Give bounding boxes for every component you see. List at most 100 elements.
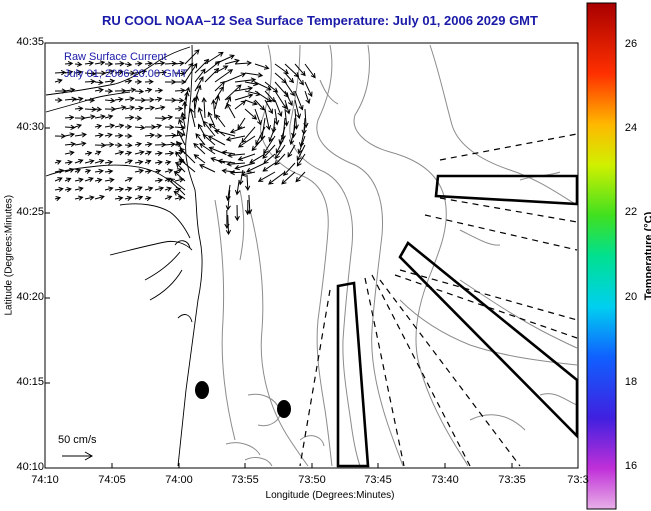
current-vector (229, 126, 246, 134)
current-vector (74, 177, 84, 183)
current-vector (134, 150, 145, 156)
current-vector (134, 141, 143, 148)
overlay-time: July 01, 2006 20:00 GMT (64, 68, 188, 80)
current-vector (64, 150, 75, 156)
current-vector (251, 135, 266, 152)
colorbar-tick-label: 26 (624, 38, 638, 50)
current-vector (114, 195, 124, 201)
current-vector (124, 96, 135, 102)
current-vector (74, 123, 83, 129)
current-vector (144, 61, 153, 67)
current-vector (144, 168, 153, 175)
figure-title: RU COOL NOAA–12 Sea Surface Temperature:… (102, 13, 538, 28)
current-vector (64, 69, 74, 75)
current-vector (124, 87, 137, 93)
current-vector (254, 81, 272, 91)
current-vector (295, 171, 306, 183)
current-vector (215, 114, 226, 128)
current-vector (124, 124, 133, 130)
current-vector (154, 186, 165, 192)
current-vector (284, 99, 291, 115)
current-vector (84, 106, 97, 113)
current-vector (94, 177, 103, 183)
current-vector (154, 133, 163, 139)
current-vector (154, 87, 164, 94)
current-vector (284, 72, 295, 84)
current-vector (84, 60, 95, 66)
current-vector (202, 120, 216, 137)
current-vector (287, 144, 296, 158)
current-vector (262, 162, 276, 172)
current-vector (164, 114, 174, 121)
current-vector (199, 143, 216, 155)
current-vector (234, 93, 254, 101)
current-vector (264, 108, 272, 131)
current-vector (296, 153, 306, 167)
current-vector (64, 177, 72, 183)
current-vector (84, 70, 97, 77)
current-vector (174, 187, 182, 193)
current-vector (74, 69, 83, 76)
scale-arrowhead (84, 451, 94, 461)
current-vector (175, 162, 186, 173)
current-vector (64, 167, 75, 173)
current-vector (254, 99, 266, 111)
overlay-title: Raw Surface Current (64, 51, 167, 63)
current-vector (234, 100, 247, 110)
current-vector (104, 69, 115, 75)
current-vector (54, 69, 67, 76)
current-vector (124, 114, 135, 121)
current-vector (84, 114, 96, 120)
current-vector (274, 153, 286, 166)
current-vector (64, 132, 75, 138)
current-vector (124, 78, 133, 84)
current-vector (195, 133, 206, 146)
current-vector (227, 152, 246, 158)
current-vector (94, 150, 102, 156)
current-vector (296, 144, 306, 162)
current-vector (94, 194, 105, 200)
current-vector (74, 195, 84, 201)
current-vector (164, 186, 172, 192)
current-vector (237, 153, 256, 162)
current-vector (225, 189, 231, 211)
current-vector (274, 90, 287, 110)
current-vector (94, 123, 103, 130)
current-vector (224, 96, 232, 110)
current-vector (224, 58, 240, 65)
current-vector (264, 90, 276, 103)
current-vector (94, 159, 105, 165)
current-vector (274, 108, 280, 126)
current-vector (234, 77, 257, 83)
current-vector (84, 195, 95, 201)
current-vector (208, 146, 226, 155)
current-vector (154, 60, 166, 66)
current-vector (304, 81, 313, 98)
current-vector (254, 108, 262, 126)
current-vector (144, 159, 152, 165)
current-vector (179, 147, 196, 164)
lon-tick-label: 73:35 (498, 474, 526, 486)
current-vector (104, 61, 114, 67)
current-vector (144, 105, 156, 111)
current-vector (201, 97, 207, 119)
current-vector (281, 171, 296, 185)
lat-tick-label: 40:35 (16, 36, 44, 48)
current-vector (154, 115, 167, 121)
current-vector (249, 153, 266, 164)
current-vector (234, 86, 254, 92)
current-vector (134, 79, 143, 85)
current-vector (134, 88, 145, 94)
current-vector (225, 135, 246, 142)
current-vector (144, 141, 153, 148)
current-vector (104, 78, 116, 84)
current-vector (254, 90, 272, 103)
current-vector (114, 61, 125, 67)
current-vector (244, 108, 258, 120)
current-vector (144, 132, 155, 139)
current-vector (245, 174, 251, 191)
current-vector (169, 178, 186, 191)
current-vector (54, 177, 63, 182)
